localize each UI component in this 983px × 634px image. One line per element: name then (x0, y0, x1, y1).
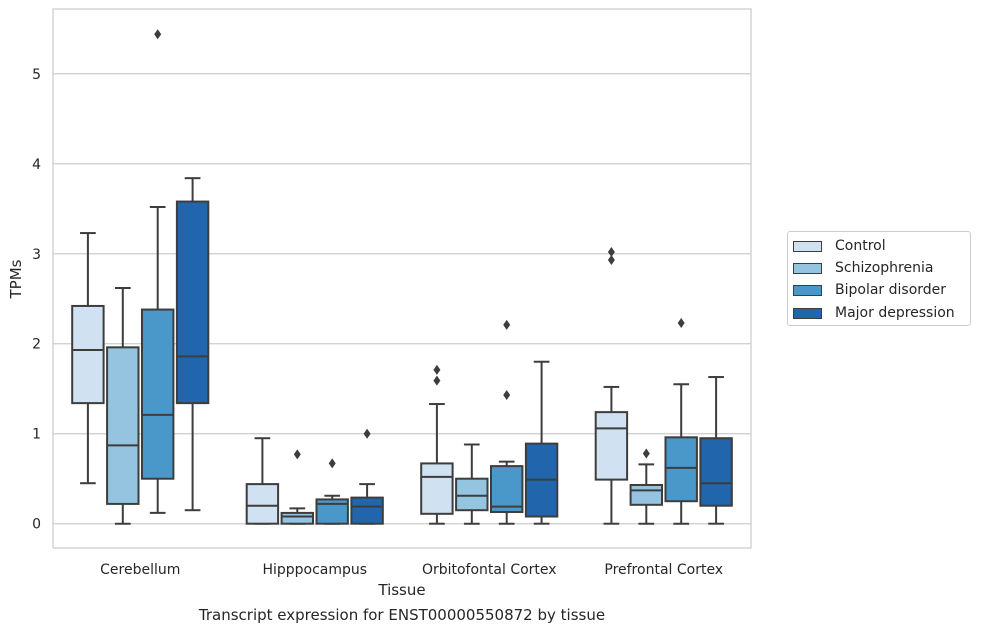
box-hipppocampus-bipolar-disorder-outlier-0 (328, 458, 336, 469)
box-orbitofontal-cortex-bipolar-disorder-outlier-0 (503, 390, 511, 401)
box-prefrontal-cortex-bipolar-disorder-iqr (664, 436, 698, 503)
box-orbitofontal-cortex-major-depression (524, 360, 559, 525)
box-hipppocampus-bipolar-disorder (315, 458, 349, 525)
legend-swatch-control (793, 240, 822, 252)
box-cerebellum-bipolar-disorder (140, 29, 175, 514)
box-orbitofontal-cortex-schizophrenia (455, 443, 489, 525)
box-prefrontal-cortex-control-outlier-1 (607, 246, 615, 257)
x-tick-label-cerebellum: Cerebellum (100, 562, 180, 578)
legend: Control Schizophrenia Bipolar disorder M… (787, 231, 971, 326)
box-orbitofontal-cortex-control-iqr (420, 462, 454, 515)
box-hipppocampus-schizophrenia (280, 449, 315, 525)
box-cerebellum-bipolar-disorder-iqr (140, 308, 175, 480)
box-orbitofontal-cortex-bipolar-disorder-iqr (489, 465, 524, 514)
legend-item-bipolar-disorder: Bipolar disorder (793, 281, 946, 299)
box-hipppocampus-schizophrenia-outlier-0 (293, 449, 301, 460)
box-prefrontal-cortex-schizophrenia (629, 448, 664, 525)
box-cerebellum-major-depression-iqr (175, 200, 210, 405)
box-orbitofontal-cortex-control-outlier-0 (433, 375, 441, 386)
x-tick-label-hipppocampus: Hipppocampus (262, 562, 367, 578)
legend-swatch-bipolar-disorder (793, 284, 822, 296)
box-cerebellum-control-iqr (71, 304, 105, 405)
x-tick-label-prefrontal-cortex: Prefrontal Cortex (604, 562, 723, 578)
y-tick-label-4: 4 (32, 157, 41, 173)
y-axis-label: TPMs (7, 259, 25, 299)
box-hipppocampus-schizophrenia-iqr (280, 511, 315, 525)
y-tick-labels: 0 1 2 3 4 5 (32, 67, 41, 533)
legend-swatch-major-depression (793, 307, 822, 319)
x-tick-label-orbitofontal-cortex: Orbitofontal Cortex (422, 562, 557, 578)
box-cerebellum-control (71, 232, 105, 485)
box-cerebellum-major-depression (175, 177, 210, 512)
x-tick-labels: Cerebellum Hipppocampus Orbitofontal Corte… (100, 562, 723, 578)
box-hipppocampus-control (245, 437, 280, 525)
y-tick-label-1: 1 (32, 427, 41, 443)
y-tick-label-3: 3 (32, 247, 41, 263)
box-prefrontal-cortex-control-outlier-0 (607, 255, 615, 266)
box-prefrontal-cortex-major-depression-iqr (699, 437, 733, 507)
box-orbitofontal-cortex-control (420, 364, 454, 525)
legend-swatch-schizophrenia (793, 262, 822, 274)
box-prefrontal-cortex-bipolar-disorder (664, 318, 698, 525)
legend-item-major-depression: Major depression (793, 304, 955, 322)
box-hipppocampus-major-depression-iqr (350, 496, 384, 525)
box-cerebellum-schizophrenia (106, 286, 140, 525)
box-orbitofontal-cortex-control-outlier-1 (433, 364, 441, 375)
y-tick-label-0: 0 (32, 517, 41, 533)
legend-item-control: Control (793, 237, 886, 255)
boxes (71, 29, 733, 525)
box-hipppocampus-control-iqr (245, 483, 280, 525)
box-cerebellum-schizophrenia-iqr (106, 346, 140, 505)
box-prefrontal-cortex-control (594, 246, 629, 525)
y-tick-label-2: 2 (32, 337, 41, 353)
legend-label-control: Control (835, 238, 886, 254)
box-prefrontal-cortex-schizophrenia-outlier-0 (642, 448, 650, 459)
legend-label-schizophrenia: Schizophrenia (835, 260, 934, 276)
chart-caption: Transcript expression for ENST0000055087… (198, 606, 606, 624)
box-orbitofontal-cortex-bipolar-disorder (489, 319, 524, 525)
legend-label-bipolar-disorder: Bipolar disorder (835, 282, 947, 298)
x-axis-label: Tissue (377, 581, 425, 599)
box-orbitofontal-cortex-bipolar-disorder-outlier-1 (503, 319, 511, 330)
legend-item-schizophrenia: Schizophrenia (793, 259, 933, 277)
legend-label-major-depression: Major depression (835, 305, 955, 321)
y-tick-label-5: 5 (32, 67, 41, 83)
box-orbitofontal-cortex-schizophrenia-iqr (455, 477, 489, 512)
box-cerebellum-bipolar-disorder-outlier-0 (154, 29, 162, 40)
box-hipppocampus-major-depression (350, 428, 384, 525)
box-prefrontal-cortex-control-iqr (594, 411, 629, 481)
box-prefrontal-cortex-schizophrenia-iqr (629, 484, 664, 506)
box-prefrontal-cortex-bipolar-disorder-outlier-0 (677, 318, 685, 329)
box-prefrontal-cortex-major-depression (699, 376, 733, 525)
box-hipppocampus-major-depression-outlier-0 (363, 428, 371, 439)
